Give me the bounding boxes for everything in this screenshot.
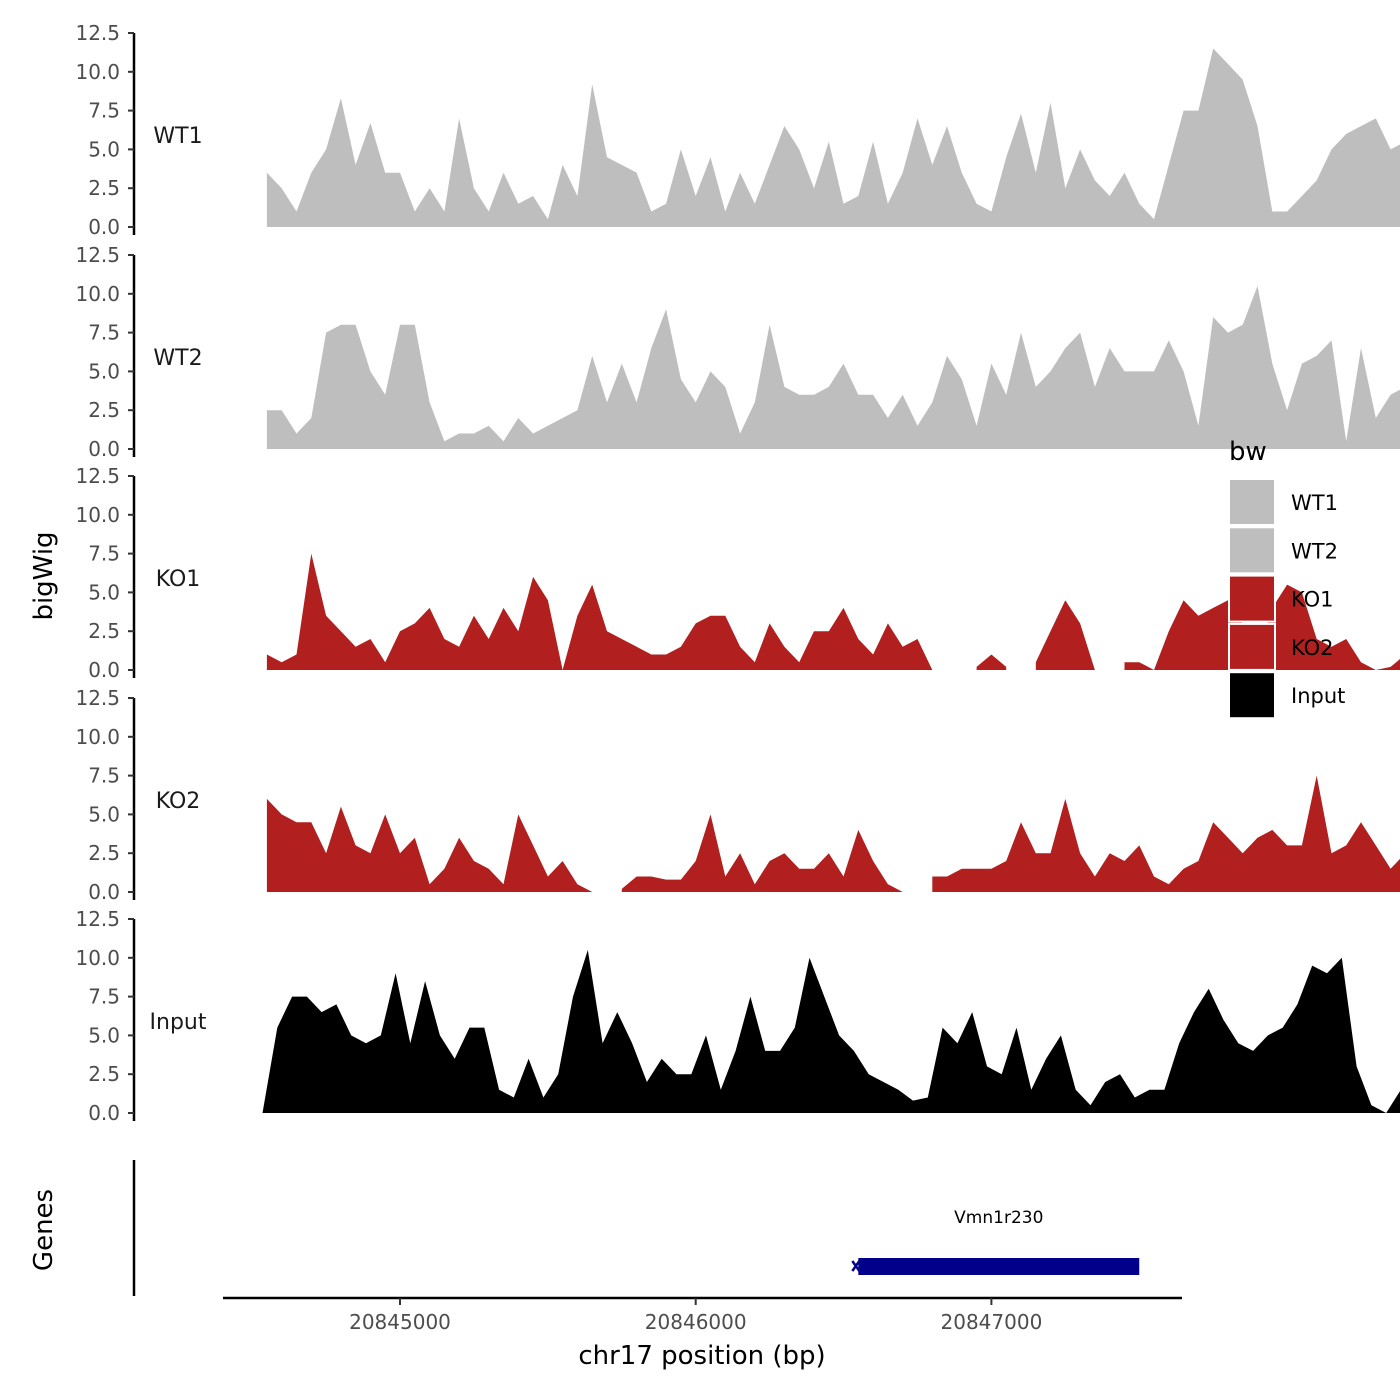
legend-item-ko2: KO2 [1228, 622, 1334, 671]
legend: bw WT1 WT2 KO1 KO2 Input [1228, 437, 1345, 720]
coverage-area-ko1 [266, 553, 933, 670]
y-tick-label: 5.0 [88, 1023, 120, 1047]
coverage-area-ko2 [932, 775, 1400, 892]
y-tick-label: 10.0 [75, 282, 120, 306]
y-tick-label: 2.5 [88, 619, 120, 643]
y-tick-label: 7.5 [88, 764, 120, 788]
x-tick-label: 20845000 [349, 1310, 451, 1334]
track-wt2: 0.0 2.5 5.0 7.5 10.0 12.5 WT2 [75, 243, 1400, 461]
coverage-tracks: 0.0 2.5 5.0 7.5 10.0 12.5 WT1 0.0 2.5 5.0 7.5 10.0 1… [75, 21, 1400, 1125]
legend-label: WT1 [1291, 491, 1338, 515]
legend-item-ko1: KO1 [1228, 574, 1334, 623]
y-tick-label: 5.0 [88, 580, 120, 604]
track-label: KO2 [156, 789, 201, 814]
coverage-area-ko2 [621, 814, 903, 892]
coverage-area-ko1 [976, 654, 1007, 670]
genes-panel: Genes Vmn1r230 [29, 1160, 1140, 1296]
gene-vmn1r230: Vmn1r230 [851, 1208, 1140, 1275]
y-tick-label: 7.5 [88, 542, 120, 566]
legend-swatch [1228, 671, 1276, 720]
y-tick-label: 12.5 [75, 464, 120, 488]
y-tick-label: 0.0 [88, 437, 120, 461]
y-tick-label: 10.0 [75, 725, 120, 749]
track-input: 0.0 2.5 5.0 7.5 10.0 12.5 Input [75, 907, 1400, 1125]
y-tick-label: 2.5 [88, 176, 120, 200]
legend-items: WT1 WT2 KO1 KO2 Input [1228, 478, 1345, 720]
legend-swatch [1228, 478, 1276, 526]
legend-label: KO2 [1291, 636, 1334, 660]
gene-label: Vmn1r230 [954, 1208, 1043, 1228]
coverage-area-input [262, 950, 1400, 1113]
coverage-area-wt1 [266, 48, 1400, 227]
x-axis-title: chr17 position (bp) [578, 1341, 825, 1371]
y-tick-label: 0.0 [88, 658, 120, 682]
y-tick-label: 2.5 [88, 841, 120, 865]
legend-swatch [1228, 622, 1276, 671]
gene-strand-icon [851, 1260, 861, 1272]
y-axis-title: bigWig [29, 531, 59, 620]
gene-marks: Vmn1r230 [851, 1208, 1140, 1275]
y-tick-label: 0.0 [88, 880, 120, 904]
y-tick-label: 0.0 [88, 1101, 120, 1125]
legend-label: Input [1291, 684, 1345, 708]
y-tick-label: 5.0 [88, 359, 120, 383]
y-tick-label: 12.5 [75, 21, 120, 45]
y-tick-label: 7.5 [88, 99, 120, 123]
legend-item-wt2: WT2 [1228, 526, 1338, 575]
y-tick-label: 2.5 [88, 1062, 120, 1086]
gene-body [858, 1258, 1140, 1275]
legend-item-input: Input [1228, 671, 1345, 720]
coverage-area-ko1 [1035, 600, 1095, 670]
coverage-area-ko1 [1124, 584, 1400, 670]
track-label: Input [150, 1010, 207, 1035]
y-tick-label: 10.0 [75, 60, 120, 84]
legend-item-wt1: WT1 [1228, 478, 1338, 526]
x-tick-label: 20846000 [645, 1310, 747, 1334]
legend-label: WT2 [1291, 539, 1338, 563]
track-label: KO1 [156, 567, 201, 592]
x-tick-label: 20847000 [941, 1310, 1043, 1334]
track-ko2: 0.0 2.5 5.0 7.5 10.0 12.5 KO2 [75, 686, 1400, 904]
y-tick-label: 10.0 [75, 503, 120, 527]
y-tick-label: 12.5 [75, 907, 120, 931]
legend-title: bw [1229, 437, 1267, 467]
y-tick-label: 10.0 [75, 946, 120, 970]
coverage-area-wt2 [266, 286, 1400, 449]
x-axis: 20845000 20846000 20847000 chr17 position … [223, 1296, 1182, 1371]
legend-swatch [1228, 574, 1276, 623]
y-tick-label: 2.5 [88, 398, 120, 422]
legend-swatch [1228, 526, 1276, 575]
x-ticks: 20845000 20846000 20847000 [349, 1298, 1042, 1334]
y-tick-label: 0.0 [88, 215, 120, 239]
legend-label: KO1 [1291, 588, 1334, 612]
track-wt1: 0.0 2.5 5.0 7.5 10.0 12.5 WT1 [75, 21, 1400, 239]
y-tick-label: 7.5 [88, 321, 120, 345]
genes-axis-title: Genes [29, 1189, 59, 1271]
y-tick-label: 5.0 [88, 802, 120, 826]
y-tick-label: 5.0 [88, 137, 120, 161]
y-tick-label: 12.5 [75, 243, 120, 267]
y-tick-label: 7.5 [88, 985, 120, 1009]
coverage-area-ko2 [266, 798, 593, 892]
track-label: WT1 [153, 124, 202, 149]
track-ko1: 0.0 2.5 5.0 7.5 10.0 12.5 KO1 [75, 464, 1400, 682]
y-tick-label: 12.5 [75, 686, 120, 710]
track-label: WT2 [153, 346, 202, 371]
